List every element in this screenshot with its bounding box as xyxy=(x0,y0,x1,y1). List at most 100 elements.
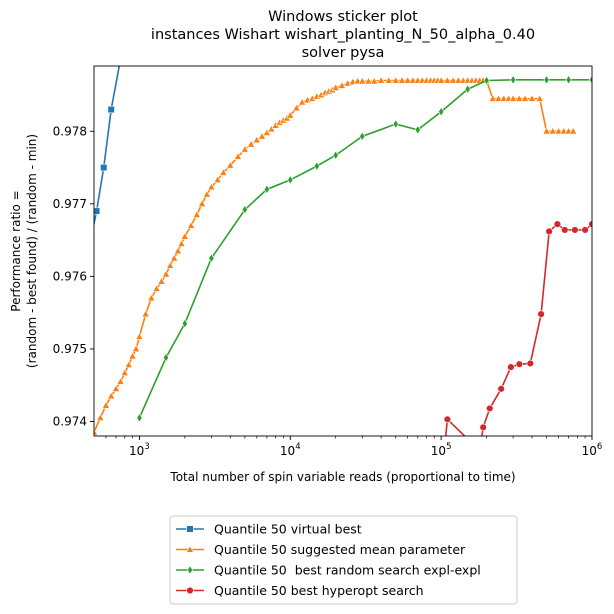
series-2-point xyxy=(101,401,111,409)
series-2-point xyxy=(454,76,463,84)
series-2-point xyxy=(337,81,347,89)
legend-label: Quantile 50 best hyperopt search xyxy=(214,583,424,598)
series-4-point xyxy=(476,447,483,454)
series-2-point xyxy=(559,126,568,135)
series-3-point xyxy=(162,352,170,363)
series-2-point xyxy=(124,360,133,369)
chart-title-line-3: solver pysa xyxy=(302,45,385,61)
series-2-point xyxy=(147,293,156,302)
series-2-point xyxy=(166,261,175,269)
series-2-point xyxy=(107,391,116,400)
series-2-point xyxy=(135,332,144,340)
series-2-point xyxy=(494,94,503,102)
series-2-point xyxy=(157,277,166,285)
series-2-line xyxy=(94,79,574,433)
series-2-point xyxy=(197,199,207,207)
series-2-point xyxy=(213,175,222,184)
series-2-point xyxy=(391,76,400,84)
series-3-point xyxy=(241,204,248,215)
legend-entry-1: Quantile 50 virtual best xyxy=(176,522,362,537)
series-2-point xyxy=(128,351,137,360)
y-tick-label: 0.976 xyxy=(53,269,87,283)
series-3-point xyxy=(414,125,421,135)
series-3-point xyxy=(565,75,572,85)
series-2-point xyxy=(448,76,458,84)
series-3-point xyxy=(359,131,366,142)
legend: Quantile 50 virtual best Quantile 50 sugg… xyxy=(176,522,481,598)
series-2-point xyxy=(554,126,563,135)
series-2-point xyxy=(569,126,578,135)
series-3-point xyxy=(464,84,471,94)
series-2-point xyxy=(515,94,524,102)
series-2-point xyxy=(173,246,183,255)
x-tick-label: 106 xyxy=(582,442,603,458)
series-3-point xyxy=(263,184,270,195)
series-4-point xyxy=(553,220,562,228)
series-3-point xyxy=(392,119,399,129)
series-1 xyxy=(94,55,124,241)
series-2-point xyxy=(542,126,551,135)
series-2-point xyxy=(177,239,186,247)
series-2-point xyxy=(152,284,161,292)
series-2-point xyxy=(267,124,276,133)
series-2-point xyxy=(226,160,235,169)
series-2-point xyxy=(437,76,446,84)
y-axis-label-line-2: (random - best found) / (random - min) xyxy=(25,134,39,368)
series-2-point xyxy=(257,131,267,140)
series-2-point xyxy=(376,76,386,84)
legend-entry-2: Quantile 50 suggested mean parameter xyxy=(176,542,466,557)
series-layer xyxy=(94,55,592,454)
chart-title-line-1: Windows sticker plot xyxy=(268,9,418,25)
series-2-point xyxy=(499,94,508,102)
series-4 xyxy=(443,220,592,454)
series-2-point xyxy=(292,103,301,112)
series-4-point xyxy=(486,404,494,413)
series-4-point xyxy=(526,359,535,368)
series-2-point xyxy=(233,152,243,160)
legend-entry-3: Quantile 50 best random search expl-expl xyxy=(176,563,481,578)
series-3-point xyxy=(438,106,445,117)
series-3-point xyxy=(136,413,143,423)
series-2-point xyxy=(358,76,367,85)
series-2-point xyxy=(364,76,373,85)
y-tick-label: 0.978 xyxy=(53,124,87,138)
series-1-point xyxy=(117,55,124,62)
series-2-point xyxy=(202,189,211,198)
series-2-point xyxy=(161,269,171,278)
series-3-point xyxy=(332,150,339,160)
x-axis-label: Total number of spin variable reads (pro… xyxy=(169,470,515,484)
series-1-point xyxy=(100,163,108,172)
series-2-point xyxy=(443,76,452,84)
legend-box xyxy=(169,515,518,605)
series-2-point xyxy=(548,126,557,135)
legend-entry-4: Quantile 50 best hyperopt search xyxy=(176,583,424,598)
x-axis: 103 104 105 106 xyxy=(105,436,603,458)
legend-label: Quantile 50 best random search expl-expl xyxy=(214,563,481,578)
series-4-point xyxy=(561,226,569,234)
plot-frame xyxy=(93,65,593,437)
legend-marker xyxy=(186,525,194,533)
x-tick-label: 103 xyxy=(129,442,150,458)
series-2-point xyxy=(96,413,105,421)
y-axis-label-line-1: Performance ratio = xyxy=(9,190,23,311)
series-2-point xyxy=(94,427,99,436)
y-tick-label: 0.975 xyxy=(53,342,87,356)
series-3-point xyxy=(483,75,490,86)
series-2-point xyxy=(219,168,228,176)
series-2-point xyxy=(535,94,544,102)
series-4-point xyxy=(479,423,487,431)
series-2-point xyxy=(141,309,150,318)
series-2-point xyxy=(298,97,307,106)
series-2-point xyxy=(120,368,129,376)
series-2-point xyxy=(331,83,340,91)
series-4-point xyxy=(537,310,545,318)
series-2-point xyxy=(252,135,261,144)
series-2 xyxy=(94,76,578,436)
legend-label: Quantile 50 suggested mean parameter xyxy=(214,542,466,557)
y-tick-label: 0.977 xyxy=(53,197,87,211)
series-1-point xyxy=(94,207,101,215)
series-2-point xyxy=(247,139,256,148)
series-2-point xyxy=(527,94,537,102)
series-2-point xyxy=(403,76,412,84)
